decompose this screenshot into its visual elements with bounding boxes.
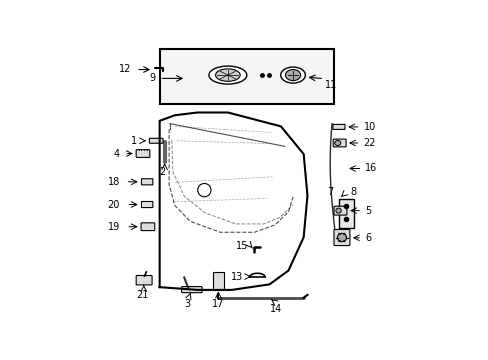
FancyBboxPatch shape <box>141 223 154 231</box>
Text: 10: 10 <box>363 122 375 132</box>
Text: 18: 18 <box>107 177 120 187</box>
Text: 1: 1 <box>130 136 137 146</box>
Text: 9: 9 <box>149 73 156 84</box>
Text: 5: 5 <box>365 206 370 216</box>
Text: 3: 3 <box>183 299 190 309</box>
Bar <box>338 199 354 228</box>
Ellipse shape <box>208 66 246 84</box>
Ellipse shape <box>337 233 346 242</box>
FancyBboxPatch shape <box>141 179 153 185</box>
Text: 17: 17 <box>212 299 224 309</box>
Text: 21: 21 <box>136 291 148 301</box>
Text: 2: 2 <box>159 167 165 177</box>
Text: 19: 19 <box>107 222 120 232</box>
Ellipse shape <box>335 208 341 213</box>
Text: 12: 12 <box>119 64 131 74</box>
Text: 4: 4 <box>114 149 120 158</box>
Ellipse shape <box>334 140 340 145</box>
Text: 11: 11 <box>324 80 336 90</box>
Text: 7: 7 <box>326 187 332 197</box>
Ellipse shape <box>215 69 240 81</box>
FancyBboxPatch shape <box>333 229 349 246</box>
Ellipse shape <box>197 184 211 197</box>
FancyBboxPatch shape <box>181 287 202 293</box>
Ellipse shape <box>280 67 305 83</box>
FancyBboxPatch shape <box>141 202 153 208</box>
FancyBboxPatch shape <box>149 138 163 143</box>
FancyBboxPatch shape <box>332 139 346 147</box>
FancyBboxPatch shape <box>136 150 149 157</box>
Text: 6: 6 <box>365 233 370 243</box>
Text: 14: 14 <box>270 304 282 314</box>
FancyBboxPatch shape <box>333 206 346 215</box>
Bar <box>159 49 333 104</box>
Ellipse shape <box>285 69 300 81</box>
Text: 20: 20 <box>107 199 120 210</box>
Text: 15: 15 <box>236 240 248 251</box>
Text: 16: 16 <box>365 163 377 174</box>
Bar <box>212 271 224 291</box>
FancyBboxPatch shape <box>332 125 344 129</box>
Text: 13: 13 <box>230 271 243 282</box>
Text: 22: 22 <box>363 138 375 148</box>
FancyBboxPatch shape <box>136 275 152 285</box>
Text: 8: 8 <box>349 187 355 197</box>
